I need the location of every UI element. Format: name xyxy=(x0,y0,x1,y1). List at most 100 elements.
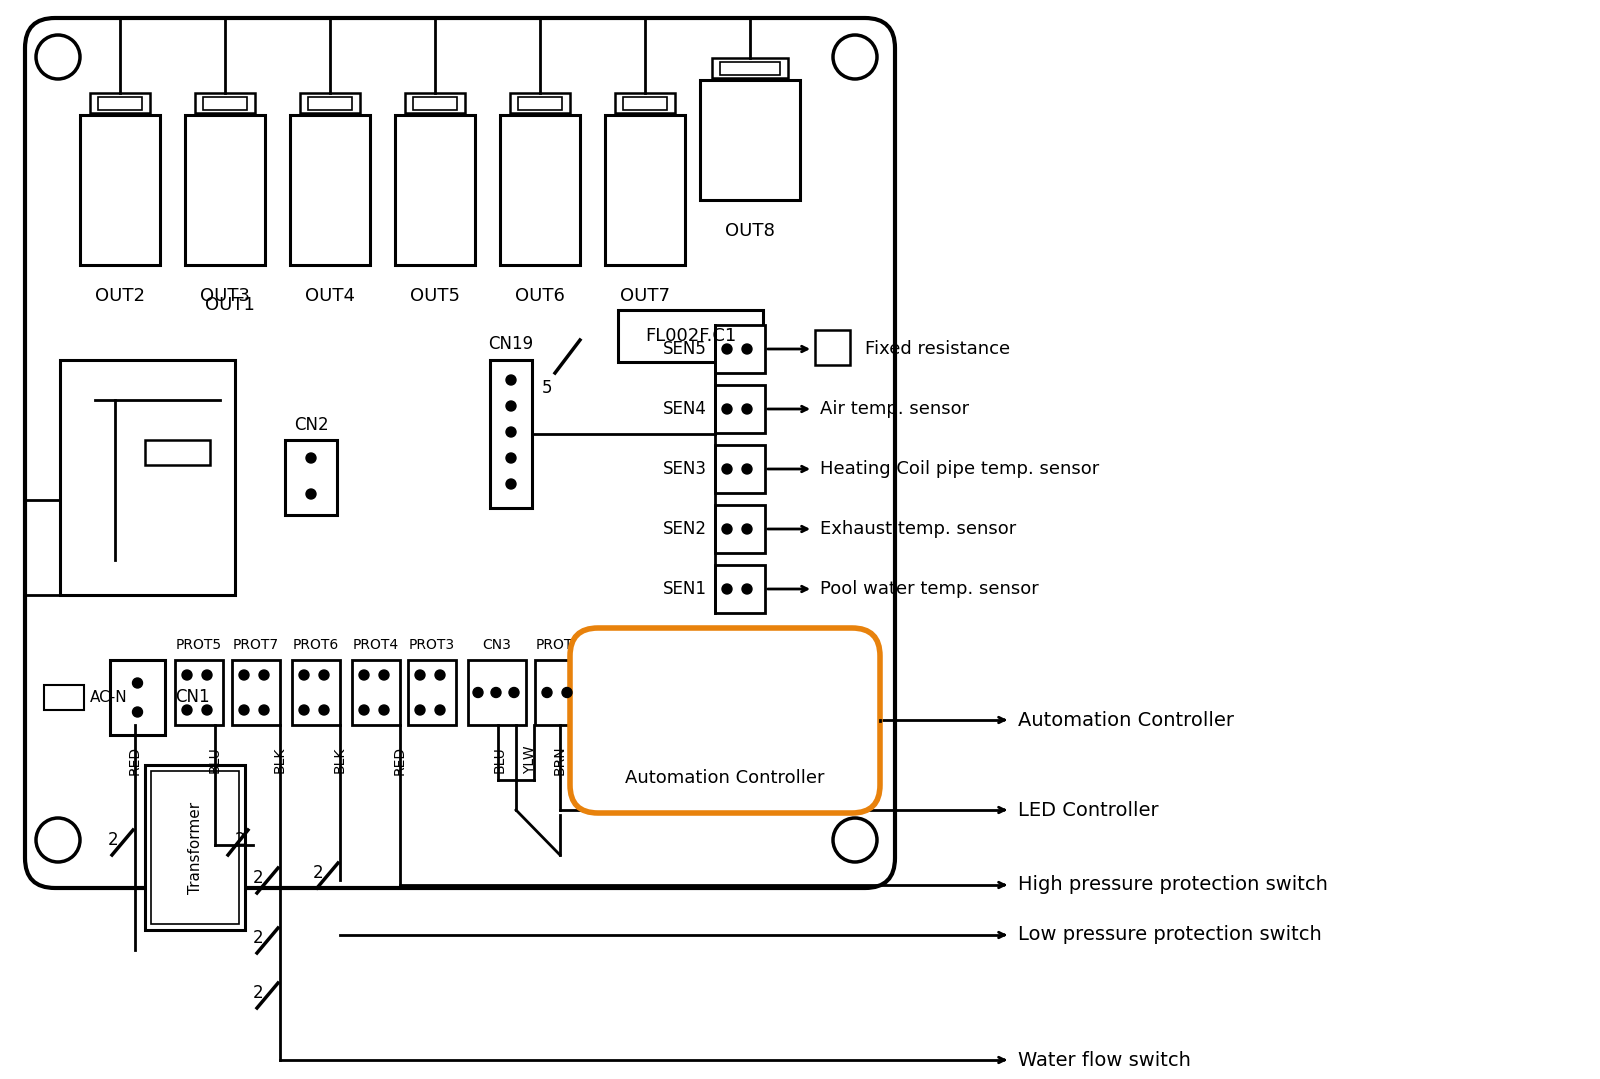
Circle shape xyxy=(742,404,752,414)
Circle shape xyxy=(506,479,515,489)
Text: CN19: CN19 xyxy=(488,334,533,353)
Circle shape xyxy=(133,678,142,688)
Text: SEN4: SEN4 xyxy=(662,400,707,418)
Bar xyxy=(186,115,266,265)
Text: BLU: BLU xyxy=(208,747,222,774)
Bar xyxy=(90,93,150,113)
Text: Low pressure protection switch: Low pressure protection switch xyxy=(1018,926,1322,944)
FancyBboxPatch shape xyxy=(570,628,880,812)
Bar xyxy=(467,660,526,725)
Bar xyxy=(285,440,338,515)
Circle shape xyxy=(562,687,573,697)
Bar xyxy=(203,97,246,110)
Circle shape xyxy=(306,489,317,498)
Bar xyxy=(712,58,787,78)
Circle shape xyxy=(299,670,309,680)
Circle shape xyxy=(358,670,370,680)
Text: AC-N: AC-N xyxy=(90,691,128,706)
Circle shape xyxy=(182,705,192,715)
Text: OUT2: OUT2 xyxy=(94,287,146,305)
Circle shape xyxy=(259,705,269,715)
Bar xyxy=(499,115,579,265)
Circle shape xyxy=(259,670,269,680)
Text: High pressure protection switch: High pressure protection switch xyxy=(1018,875,1328,894)
Text: OUT6: OUT6 xyxy=(515,287,565,305)
Circle shape xyxy=(742,524,752,534)
Bar xyxy=(618,310,763,361)
Circle shape xyxy=(506,427,515,437)
Circle shape xyxy=(506,453,515,463)
Text: SEN5: SEN5 xyxy=(662,340,707,358)
Circle shape xyxy=(318,705,330,715)
FancyBboxPatch shape xyxy=(26,18,894,888)
Bar xyxy=(307,97,352,110)
Text: Transformer: Transformer xyxy=(187,802,203,893)
Bar xyxy=(290,115,370,265)
Text: SEN1: SEN1 xyxy=(662,581,707,598)
Circle shape xyxy=(435,670,445,680)
Circle shape xyxy=(506,375,515,385)
Bar xyxy=(600,670,650,715)
Circle shape xyxy=(318,670,330,680)
Circle shape xyxy=(299,705,309,715)
Text: Air temp. sensor: Air temp. sensor xyxy=(819,400,970,418)
Text: Fixed resistance: Fixed resistance xyxy=(866,340,1010,358)
Text: PROT3: PROT3 xyxy=(410,638,454,652)
Text: PROT4: PROT4 xyxy=(354,638,398,652)
Bar xyxy=(395,115,475,265)
Circle shape xyxy=(742,464,752,474)
Text: YLW: YLW xyxy=(523,746,538,775)
Text: OUT4: OUT4 xyxy=(306,287,355,305)
Bar xyxy=(150,771,238,924)
Text: BLU: BLU xyxy=(493,747,507,774)
Bar xyxy=(146,765,245,930)
Bar xyxy=(301,93,360,113)
Circle shape xyxy=(379,670,389,680)
Bar xyxy=(174,660,222,725)
Bar xyxy=(110,660,165,735)
Circle shape xyxy=(491,687,501,697)
Circle shape xyxy=(742,584,752,595)
Text: Pool water temp. sensor: Pool water temp. sensor xyxy=(819,581,1038,598)
Text: 2: 2 xyxy=(253,869,262,887)
Circle shape xyxy=(182,670,192,680)
Text: BRN: BRN xyxy=(554,746,566,775)
Bar xyxy=(534,660,582,725)
Bar xyxy=(413,97,458,110)
Text: CN3: CN3 xyxy=(483,638,512,652)
Text: PROT6: PROT6 xyxy=(293,638,339,652)
Circle shape xyxy=(506,401,515,411)
Text: Automation Controller: Automation Controller xyxy=(626,769,824,787)
Text: PROT1: PROT1 xyxy=(602,638,648,652)
Bar xyxy=(622,97,667,110)
Circle shape xyxy=(414,705,426,715)
Bar xyxy=(715,445,765,493)
Circle shape xyxy=(202,670,211,680)
Text: RED: RED xyxy=(128,746,142,775)
Text: SEN3: SEN3 xyxy=(662,460,707,478)
Text: Exhaust temp. sensor: Exhaust temp. sensor xyxy=(819,520,1016,538)
Circle shape xyxy=(306,453,317,463)
Circle shape xyxy=(133,707,142,718)
Bar xyxy=(232,660,280,725)
Bar xyxy=(592,660,658,725)
Bar xyxy=(715,325,765,373)
Text: 2: 2 xyxy=(107,831,118,849)
Bar xyxy=(146,440,210,465)
Bar xyxy=(518,97,562,110)
Text: 2: 2 xyxy=(253,984,262,1002)
Bar xyxy=(814,330,850,365)
Bar xyxy=(405,93,466,113)
Circle shape xyxy=(722,404,733,414)
Text: PROT5: PROT5 xyxy=(176,638,222,652)
Text: CN1: CN1 xyxy=(174,688,210,707)
Text: OUT8: OUT8 xyxy=(725,222,774,240)
Circle shape xyxy=(722,584,733,595)
Circle shape xyxy=(509,687,518,697)
Bar xyxy=(490,360,531,508)
Bar xyxy=(408,660,456,725)
Text: OUT5: OUT5 xyxy=(410,287,461,305)
Text: 2: 2 xyxy=(253,929,262,947)
Circle shape xyxy=(358,705,370,715)
Bar xyxy=(614,93,675,113)
